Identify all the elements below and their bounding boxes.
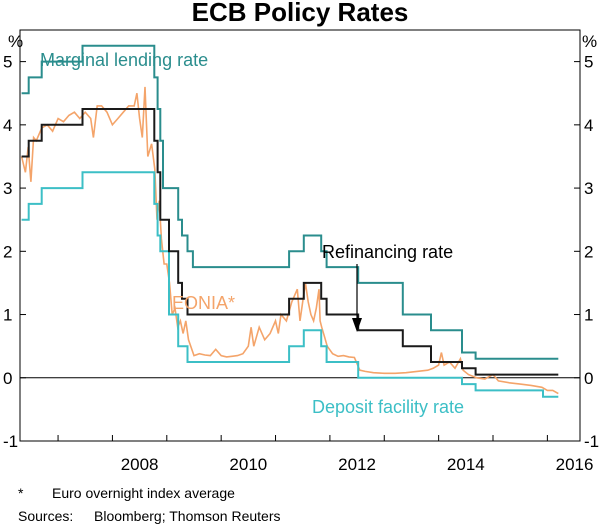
y-tick-label-left: 3 (3, 179, 12, 198)
plot-frame (19, 29, 581, 442)
x-tick-label: 2008 (121, 455, 159, 474)
label-eonia: EONIA* (172, 293, 235, 313)
y-tick-label-right: 0 (584, 369, 593, 388)
series-marginal-lending-rate (21, 44, 559, 360)
y-axis-unit-right: % (582, 32, 597, 51)
refinancing-arrow-head (352, 318, 362, 332)
y-tick-label-left: 5 (3, 53, 12, 72)
series-deposit-facility-rate (21, 171, 559, 398)
y-tick-label-right: 3 (584, 179, 593, 198)
label-deposit-facility: Deposit facility rate (312, 397, 464, 417)
y-tick-label-left: 1 (3, 306, 12, 325)
chart-title: ECB Policy Rates (192, 0, 409, 27)
y-tick-label-right: 5 (584, 53, 593, 72)
x-tick-label: 2012 (338, 455, 376, 474)
y-tick-label-left: 2 (3, 242, 12, 261)
y-tick-label-right: 4 (584, 116, 593, 135)
x-tick-label: 2016 (556, 455, 594, 474)
y-tick-label-right: 1 (584, 306, 593, 325)
plot-area: -1 -1 0 0 1 1 2 2 3 3 4 4 5 5 2008 2010 2012 2014 2016 (3, 29, 599, 474)
series-refinancing-rate (21, 108, 559, 376)
sources-text: Bloomberg; Thomson Reuters (94, 508, 281, 524)
footnote-text: Euro overnight index average (52, 485, 235, 501)
y-tick-label-left: 4 (3, 116, 12, 135)
label-marginal-lending: Marginal lending rate (40, 50, 208, 70)
footnote-star: * (18, 485, 24, 501)
y-axis-unit-left: % (8, 32, 23, 51)
x-tick-label: 2014 (447, 455, 485, 474)
y-tick-label-left: 0 (3, 369, 12, 388)
sources-label: Sources: (18, 508, 74, 524)
y-tick-label-left: -1 (3, 432, 18, 451)
y-tick-label-right: -1 (584, 432, 599, 451)
y-tick-label-right: 2 (584, 242, 593, 261)
x-tick-label: 2010 (229, 455, 267, 474)
label-refinancing: Refinancing rate (322, 242, 453, 262)
